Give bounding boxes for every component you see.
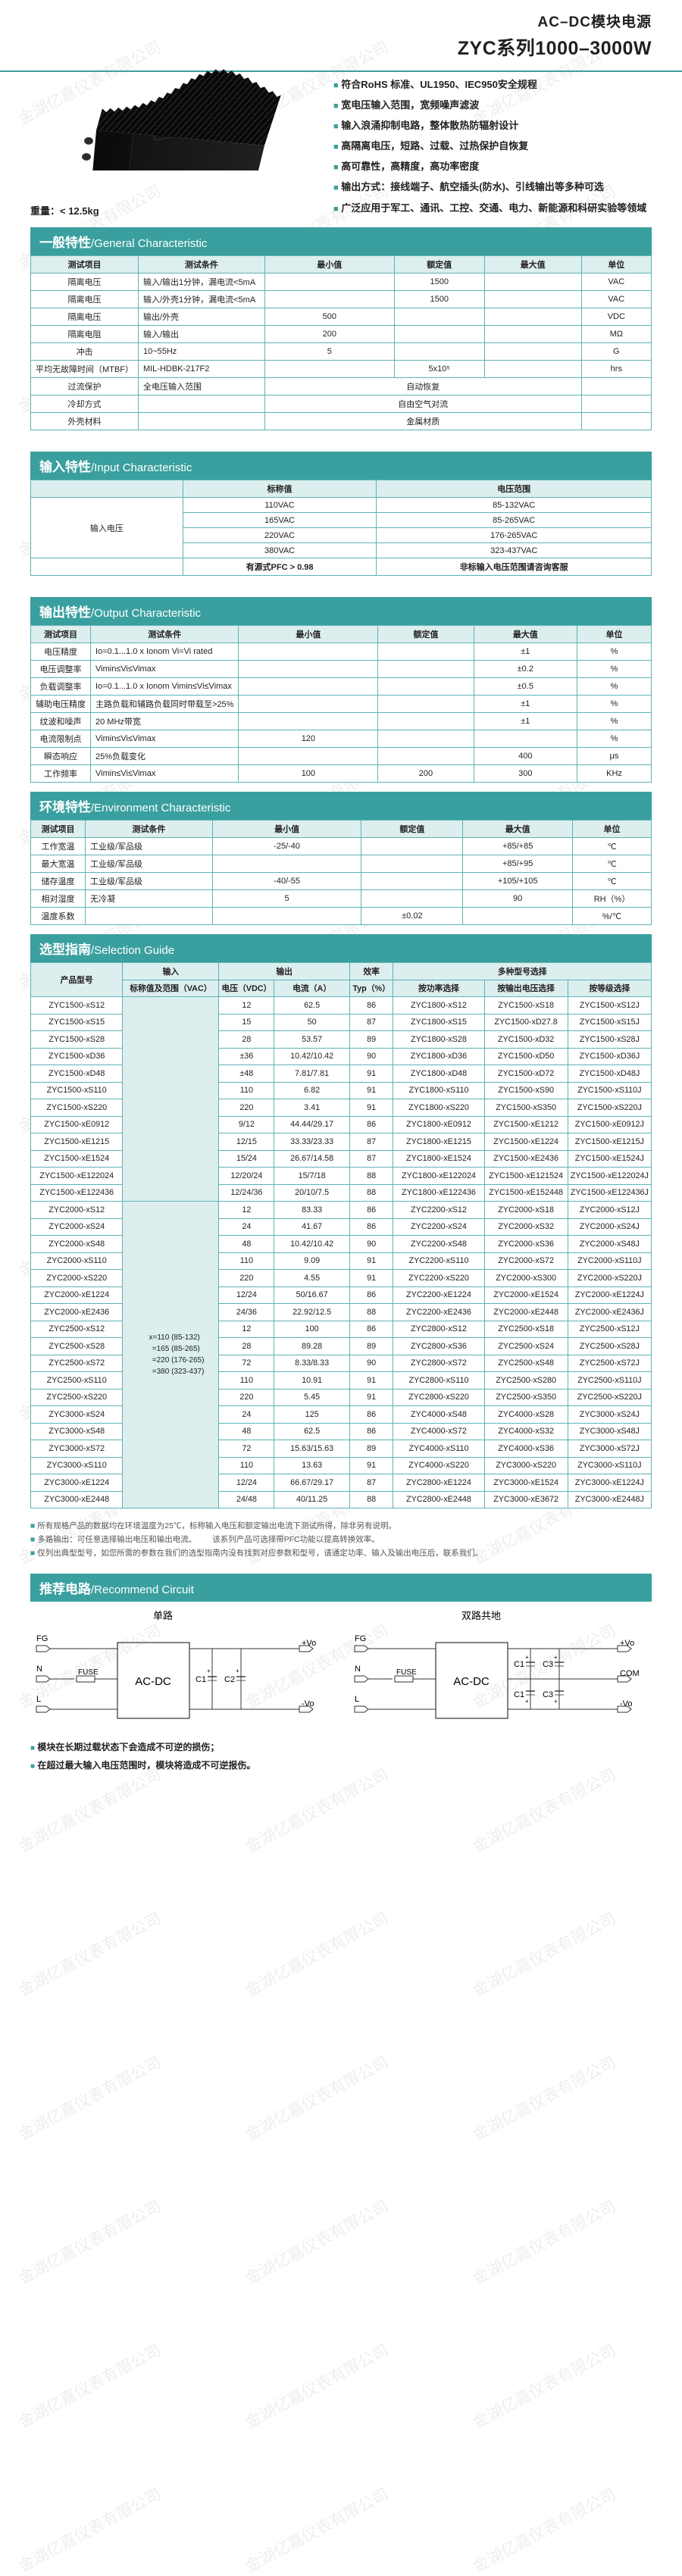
svg-text:L: L xyxy=(36,1695,41,1704)
svg-text:C2: C2 xyxy=(224,1675,235,1684)
svg-text:+Vo: +Vo xyxy=(302,1639,316,1648)
svg-text:AC-DC: AC-DC xyxy=(453,1675,490,1688)
svg-text:C3: C3 xyxy=(543,1660,553,1669)
svg-text:+: + xyxy=(525,1654,529,1661)
svg-text:-Vo: -Vo xyxy=(302,1699,314,1708)
svg-text:FG: FG xyxy=(36,1634,48,1643)
svg-text:FG: FG xyxy=(355,1634,366,1643)
svg-text:C3: C3 xyxy=(543,1690,553,1699)
svg-text:COM: COM xyxy=(620,1669,640,1678)
svg-text:N: N xyxy=(355,1665,361,1674)
svg-text:N: N xyxy=(36,1665,42,1674)
svg-text:C1: C1 xyxy=(196,1675,206,1684)
svg-text:双路共地: 双路共地 xyxy=(461,1610,501,1621)
svg-text:+: + xyxy=(207,1668,211,1674)
svg-text:AC-DC: AC-DC xyxy=(135,1675,171,1688)
svg-text:-Vo: -Vo xyxy=(620,1699,633,1708)
svg-text:FUSE: FUSE xyxy=(396,1668,417,1677)
svg-text:+: + xyxy=(236,1668,239,1674)
svg-text:FUSE: FUSE xyxy=(78,1668,99,1677)
svg-text:L: L xyxy=(355,1695,359,1704)
svg-text:+: + xyxy=(554,1698,558,1705)
svg-text:+Vo: +Vo xyxy=(620,1639,634,1648)
svg-text:+: + xyxy=(554,1654,558,1661)
svg-text:C1: C1 xyxy=(514,1690,524,1699)
svg-text:C1: C1 xyxy=(514,1660,524,1669)
svg-text:+: + xyxy=(525,1698,529,1705)
svg-text:单路: 单路 xyxy=(153,1610,173,1621)
